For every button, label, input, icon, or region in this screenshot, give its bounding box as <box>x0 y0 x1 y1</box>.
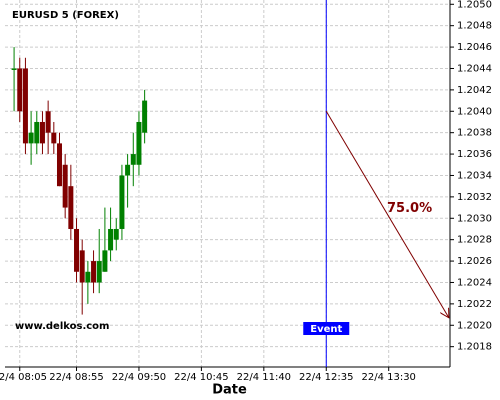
candle-body <box>136 121 142 165</box>
event-label: Event <box>310 324 342 335</box>
candle-body <box>11 68 17 70</box>
y-tick-label: 1.2026 <box>457 256 492 267</box>
y-tick-label: 1.2038 <box>457 128 492 139</box>
candle-body <box>91 261 97 283</box>
forecast-label: 75.0% <box>387 201 432 216</box>
y-tick-label: 1.2028 <box>457 235 492 246</box>
y-tick-label: 1.2032 <box>457 192 492 203</box>
y-tick-label: 1.2042 <box>457 85 492 96</box>
x-tick-label: 22/4 11:40 <box>237 372 291 383</box>
y-tick-label: 1.2034 <box>457 170 492 181</box>
candle-body <box>108 228 114 251</box>
candle-body <box>102 250 108 272</box>
candle-body <box>74 228 80 272</box>
candle-body <box>125 164 131 176</box>
y-tick-label: 1.2044 <box>457 63 492 74</box>
y-tick-label: 1.2024 <box>457 277 492 288</box>
y-tick-label: 1.2048 <box>457 21 492 32</box>
watermark: www.delkos.com <box>15 321 109 332</box>
x-tick-label: 22/4 10:45 <box>174 372 228 383</box>
candle-body <box>22 68 28 144</box>
event-box <box>303 322 350 335</box>
candle-body <box>51 132 57 144</box>
candle-body <box>28 132 34 144</box>
candle-body <box>68 186 74 229</box>
y-tick-label: 1.2036 <box>457 149 492 160</box>
candle-body <box>39 121 45 144</box>
candle-body <box>85 271 91 283</box>
chart-title: EURUSD 5 (FOREX) <box>12 10 119 21</box>
candle-body <box>119 175 125 229</box>
candle-body <box>79 250 85 283</box>
candle-body <box>142 100 148 133</box>
x-tick-label: 22/4 13:30 <box>361 372 415 383</box>
candle-body <box>96 261 102 283</box>
candle-body <box>56 143 62 187</box>
y-tick-label: 1.2046 <box>457 42 492 53</box>
y-tick-label: 1.2020 <box>457 320 492 331</box>
y-tick-label: 1.2018 <box>457 342 492 353</box>
candle-body <box>45 111 51 133</box>
candle-body <box>62 164 68 208</box>
candle-body <box>17 68 23 112</box>
x-tick-label: 22/4 12:35 <box>299 372 353 383</box>
y-tick-label: 1.2050 <box>457 0 492 10</box>
y-tick-label: 1.2030 <box>457 213 492 224</box>
x-tick-label: 22/4 08:05 <box>0 372 47 383</box>
x-tick-label: 22/4 08:55 <box>49 372 103 383</box>
candle-body <box>130 154 136 165</box>
forecast-arrow <box>325 111 449 318</box>
x-axis-label: Date <box>212 383 247 398</box>
candle-body <box>113 228 119 240</box>
y-tick-label: 1.2040 <box>457 106 492 117</box>
y-tick-label: 1.2022 <box>457 299 492 310</box>
candle-body <box>34 121 40 144</box>
x-tick-label: 22/4 09:50 <box>112 372 166 383</box>
